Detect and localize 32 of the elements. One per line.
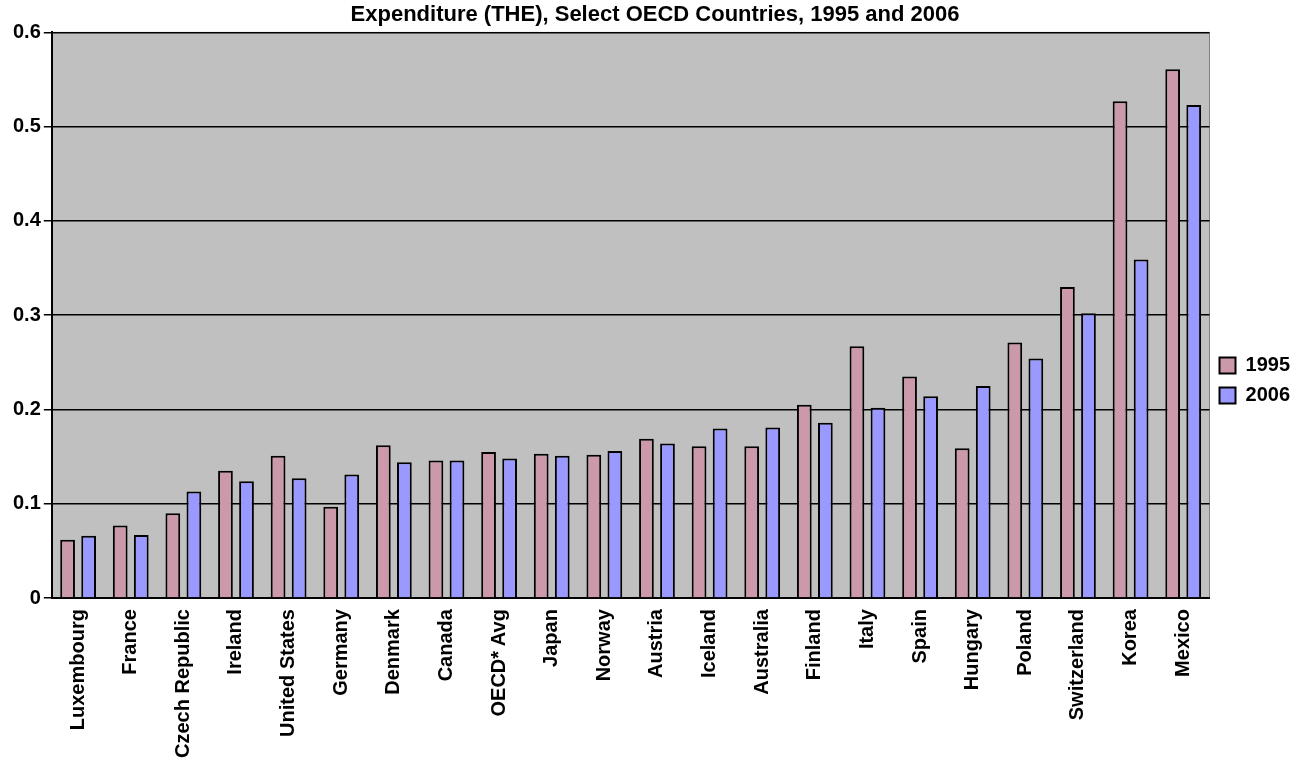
y-tick-label: 0.4 (12, 208, 42, 231)
x-tick-label: Germany (328, 608, 351, 696)
x-tick-label: Czech Republic (170, 609, 193, 759)
x-tick-label: Norway (591, 608, 614, 682)
x-tick-label: Finland (802, 609, 825, 681)
x-tick-label: Korea (1118, 608, 1141, 666)
x-tick-label: France (118, 609, 141, 675)
x-tick-label: OECD* Avg (486, 609, 509, 717)
x-tick-label: Ireland (223, 609, 246, 675)
y-tick-label: 0.3 (12, 302, 41, 325)
y-tick-label: 0.5 (12, 114, 41, 137)
x-tick-label: Poland (1012, 609, 1035, 676)
x-tick-label: Australia (749, 608, 772, 695)
legend-label: 2006 (1245, 383, 1291, 406)
y-tick-label: 0 (29, 585, 41, 608)
x-tick-label: United States (276, 609, 299, 737)
y-tick-label: 0.2 (12, 397, 41, 420)
x-tick-label: Denmark (381, 608, 404, 695)
x-tick-label: Iceland (697, 609, 720, 679)
x-tick-label: Mexico (1170, 609, 1193, 677)
x-tick-label: Hungary (960, 608, 983, 691)
x-tick-label: Austria (644, 608, 667, 678)
y-tick-label: 0.6 (12, 19, 41, 42)
chart-title: Expenditure (THE), Select OECD Countries, 1995 and 2006 (350, 1, 960, 27)
y-tick-label: 0.1 (12, 491, 41, 514)
x-tick-label: Italy (854, 608, 877, 650)
legend-label: 1995 (1245, 353, 1291, 376)
x-tick-label: Canada (433, 608, 456, 682)
x-tick-label: Switzerland (1065, 609, 1088, 721)
x-tick-label: Luxembourg (65, 609, 88, 731)
x-tick-label: Japan (539, 609, 562, 667)
x-tick-label: Spain (907, 609, 930, 664)
